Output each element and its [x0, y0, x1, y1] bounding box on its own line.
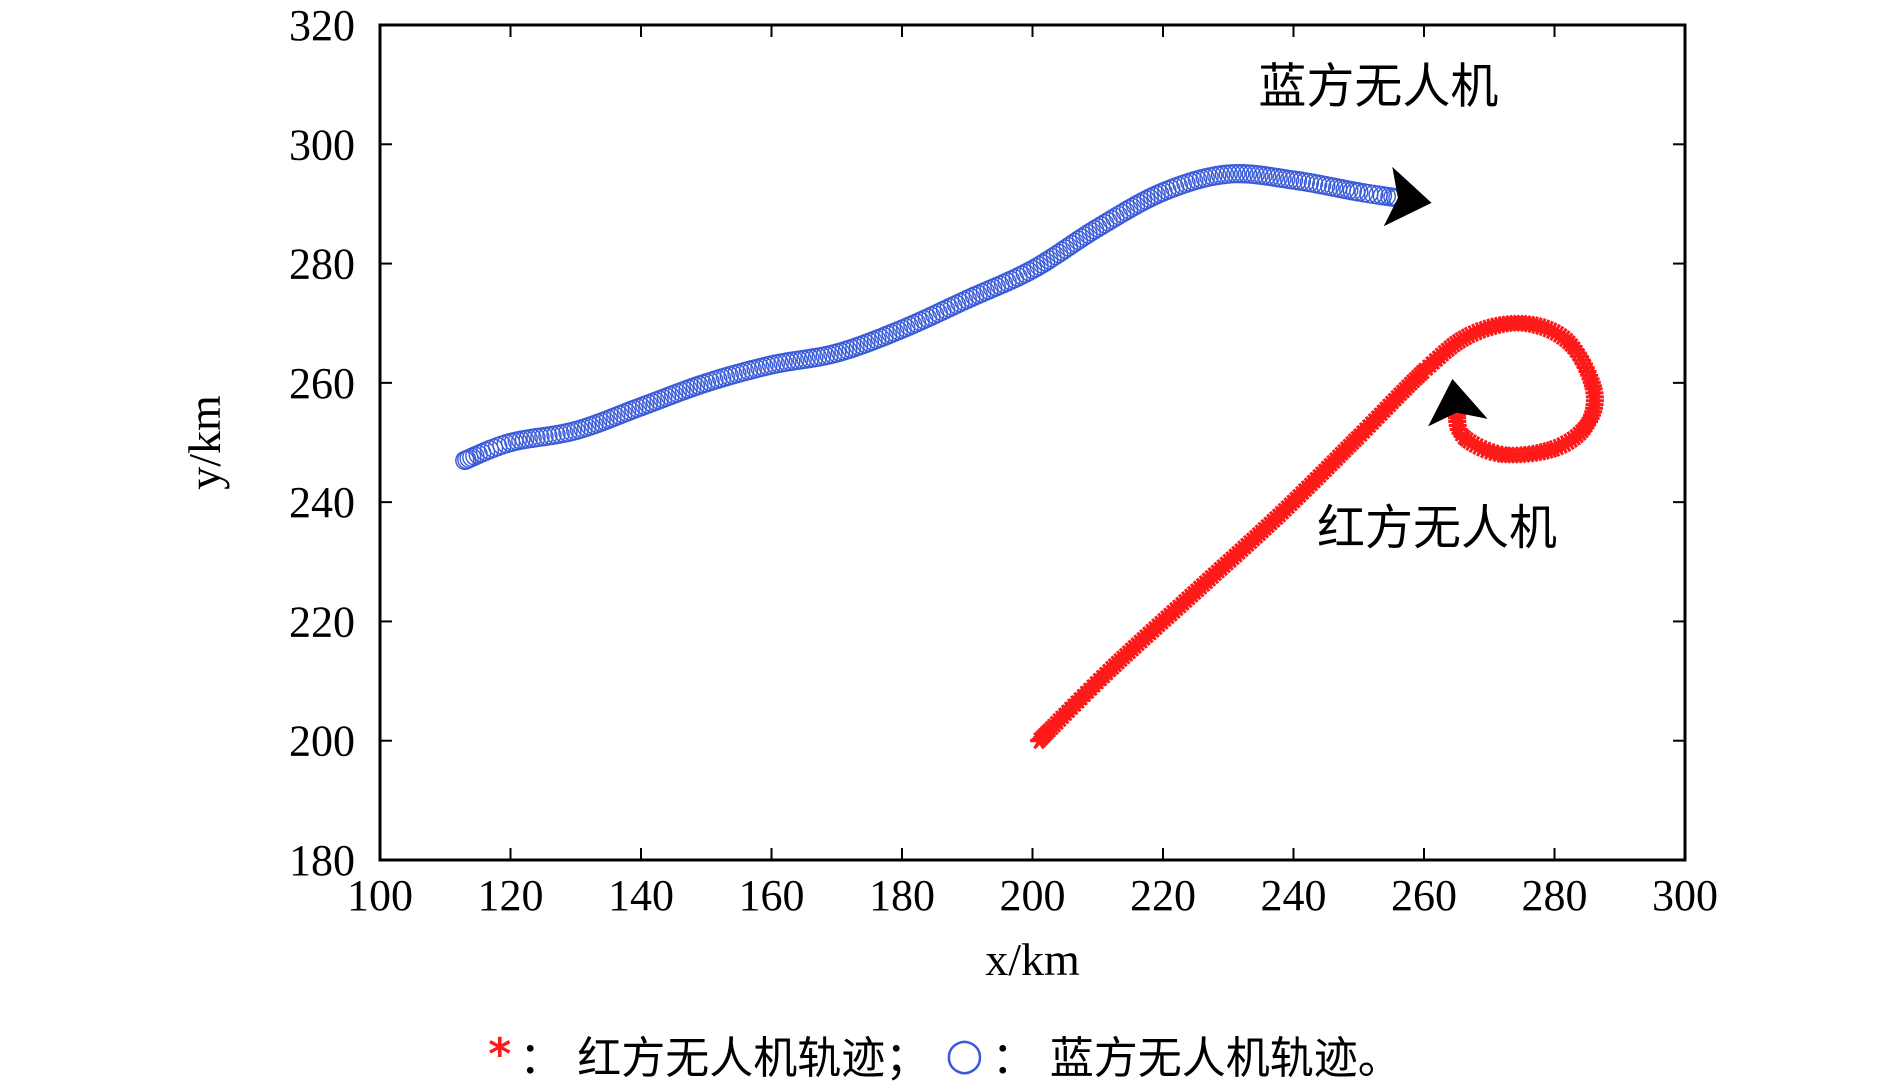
trail-marker — [1226, 163, 1246, 184]
series-blue-trajectory — [455, 163, 1408, 471]
x-tick-label: 100 — [347, 871, 413, 920]
y-tick-label: 260 — [289, 359, 355, 408]
annotation-label-1: 红方无人机 — [1317, 500, 1557, 556]
y-tick-label: 200 — [289, 717, 355, 766]
annotation-label-0: 蓝方无人机 — [1258, 59, 1498, 115]
series-layer — [455, 163, 1604, 750]
y-tick-label: 240 — [289, 478, 355, 527]
x-tick-label: 260 — [1391, 871, 1457, 920]
y-tick-label: 220 — [289, 597, 355, 646]
x-tick-label: 180 — [869, 871, 935, 920]
trail-marker — [1230, 163, 1250, 184]
legend-blue-label: ： 蓝方无人机轨迹。 — [991, 1033, 1402, 1084]
x-tick-label: 220 — [1130, 871, 1196, 920]
x-tick-label: 160 — [739, 871, 805, 920]
x-tick-label: 280 — [1522, 871, 1588, 920]
y-axis-label: y/km — [179, 395, 230, 490]
y-tick-label: 320 — [289, 1, 355, 50]
x-tick-label: 240 — [1261, 871, 1327, 920]
x-axis-label: x/km — [985, 934, 1080, 985]
x-tick-label: 120 — [478, 871, 544, 920]
legend: *： 红方无人机轨迹； ○： 蓝方无人机轨迹。 — [0, 1022, 1890, 1086]
aircraft-red-icon — [1428, 378, 1488, 427]
x-tick-label: 140 — [608, 871, 674, 920]
aircraft-markers — [1383, 166, 1488, 427]
series-red-trajectory — [1030, 314, 1604, 750]
legend-red-marker: * — [488, 1028, 512, 1080]
aircraft-blue-icon — [1383, 166, 1432, 227]
y-tick-label: 300 — [289, 120, 355, 169]
x-tick-label: 300 — [1652, 871, 1718, 920]
y-tick-label: 280 — [289, 240, 355, 289]
legend-blue-marker: ○ — [945, 1028, 984, 1080]
x-tick-label: 200 — [1000, 871, 1066, 920]
y-tick-label: 180 — [289, 836, 355, 885]
legend-red-label: ： 红方无人机轨迹； — [519, 1033, 930, 1084]
axis-ticks: 100 120 140 160 180 200 220 240 260 280 300 180 200 2… — [289, 1, 1718, 920]
